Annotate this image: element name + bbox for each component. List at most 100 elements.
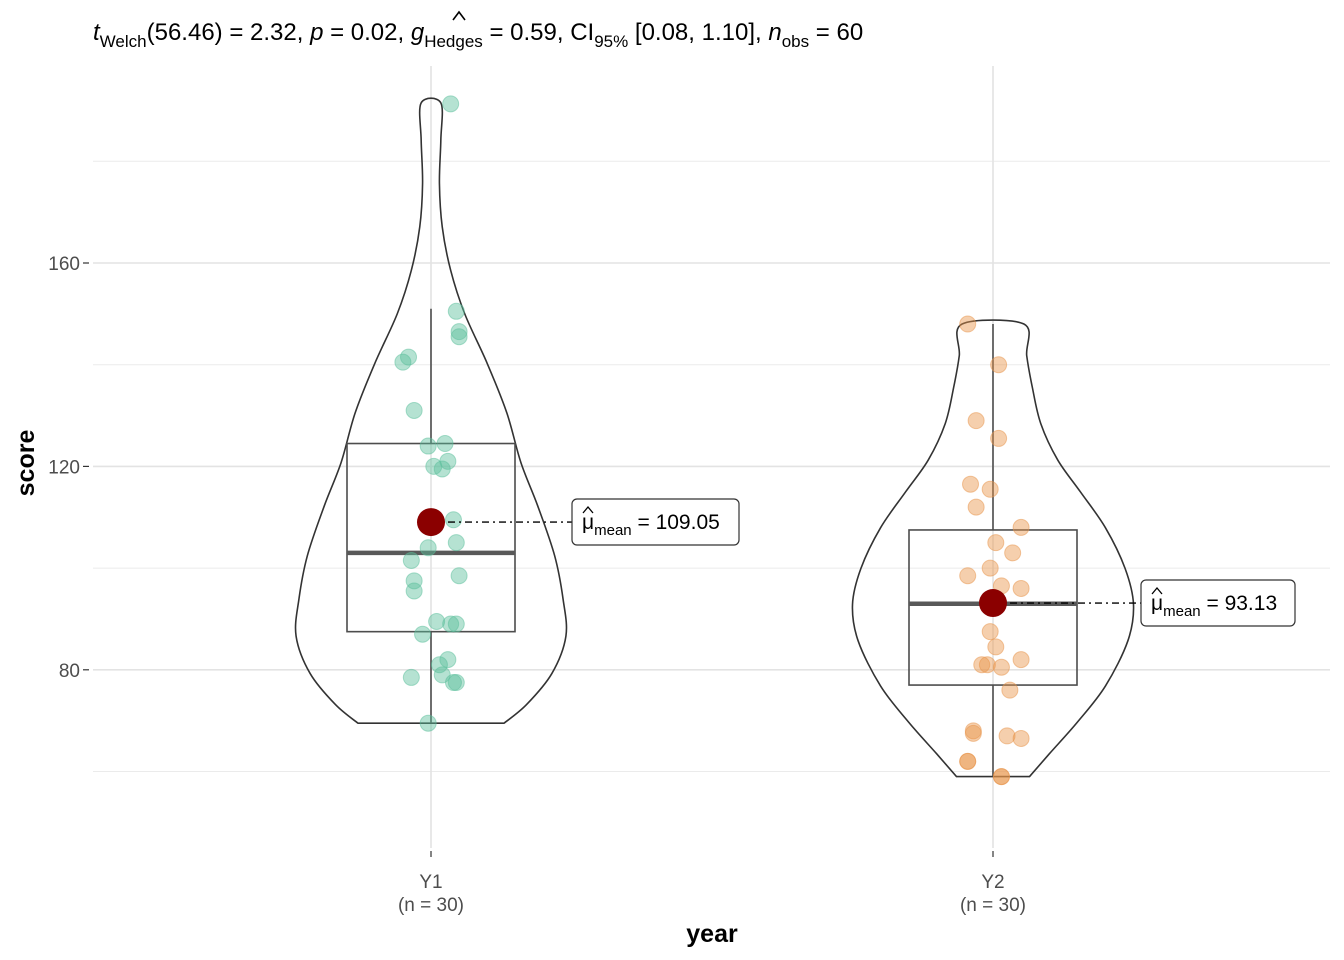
data-point [444, 511, 462, 529]
data-point [973, 656, 991, 674]
data-point [981, 559, 999, 577]
data-point [1012, 651, 1030, 669]
ci-subscript: 95% [594, 32, 628, 51]
mean-subscript: mean [1163, 603, 1201, 620]
chart-subtitle: tWelch(56.46) = 2.32, p = 0.02, gHedges … [93, 19, 863, 51]
data-point [442, 95, 460, 113]
data-point [447, 302, 465, 320]
x-tick-label: Y1 [419, 872, 442, 893]
boxplots [346, 308, 1078, 777]
data-point [419, 539, 437, 557]
t-subscript: Welch [100, 32, 147, 51]
data-point [978, 656, 996, 674]
p-value: = 0.02, [323, 19, 410, 46]
mean-value: = 93.13 [1201, 592, 1277, 615]
data-point [967, 498, 985, 516]
data-point [967, 412, 985, 430]
data-point [402, 668, 420, 686]
g-hat-icon [452, 10, 466, 21]
mu-symbol: μ [582, 511, 594, 534]
data-point [990, 429, 1008, 447]
data-point [1012, 579, 1030, 597]
data-point [439, 651, 457, 669]
mean-label-box [571, 498, 740, 546]
data-point [450, 323, 468, 341]
data-point [430, 656, 448, 674]
data-point [442, 615, 460, 633]
data-point [962, 475, 980, 493]
box-y1 [346, 442, 516, 633]
data-point [394, 353, 412, 371]
n-symbol: n [768, 19, 781, 46]
data-points [394, 95, 1030, 786]
n-value: = 60 [809, 19, 863, 46]
mean-label-box [1140, 579, 1296, 627]
mean-point-y2 [979, 589, 1007, 618]
mean-label: μmean = 109.05 [582, 511, 720, 539]
x-tick-sublabel: (n = 30) [398, 895, 464, 916]
data-point [414, 625, 432, 643]
data-point [959, 567, 977, 585]
data-point [998, 727, 1016, 745]
data-point [992, 658, 1010, 676]
data-point [1004, 544, 1022, 562]
t-value: = 2.32, [223, 19, 310, 46]
y-tick-label: 80 [59, 661, 80, 682]
mu-hat-icon [1151, 586, 1163, 595]
p-symbol: p [309, 19, 323, 46]
mean-point-y1 [417, 508, 445, 537]
violins [294, 97, 1135, 778]
data-point [419, 437, 437, 455]
data-point [981, 480, 999, 498]
data-point [447, 615, 465, 633]
data-point [992, 768, 1010, 786]
y-tick-labels: 80 120 160 [48, 254, 89, 682]
data-point [981, 623, 999, 641]
data-point [405, 582, 423, 600]
x-axis-title: year [686, 920, 738, 948]
violin-y1 [294, 97, 568, 724]
data-point [405, 401, 423, 419]
data-point [444, 674, 462, 692]
data-point [450, 328, 468, 346]
data-point [447, 534, 465, 552]
data-point [436, 435, 454, 453]
data-point [959, 315, 977, 333]
y-tick-label: 160 [48, 254, 80, 275]
x-tick-labels: Y1(n = 30)Y2(n = 30) [398, 851, 1026, 916]
data-point [987, 534, 1005, 552]
data-point [402, 551, 420, 569]
y-axis-title: score [12, 430, 40, 497]
g-symbol: g [411, 19, 425, 46]
data-point [1001, 681, 1019, 699]
y-tick-label: 120 [48, 457, 80, 478]
mean-value: = 109.05 [632, 511, 720, 534]
df-value: (56.46) [147, 19, 223, 46]
mean-label: μmean = 93.13 [1151, 592, 1277, 620]
data-point [450, 567, 468, 585]
data-point [1012, 729, 1030, 747]
data-point [1012, 518, 1030, 536]
data-point [959, 752, 977, 770]
g-value: = 0.59, CI [483, 19, 594, 46]
mean-subscript: mean [594, 522, 632, 539]
data-point [428, 612, 446, 630]
n-subscript: obs [782, 32, 809, 51]
data-point [419, 714, 437, 732]
data-point [405, 572, 423, 590]
violin-y2 [851, 319, 1135, 778]
grid [93, 66, 1330, 848]
x-tick-sublabel: (n = 30) [960, 895, 1026, 916]
ci-value: [0.08, 1.10], [628, 19, 768, 46]
data-point [990, 356, 1008, 374]
data-point [433, 460, 451, 478]
box-y2 [908, 529, 1078, 686]
g-subscript: Hedges [424, 32, 483, 51]
mu-hat-icon [582, 505, 594, 514]
t-symbol: t [93, 19, 101, 46]
data-point [964, 724, 982, 742]
data-point [987, 638, 1005, 656]
mu-symbol: μ [1151, 592, 1163, 615]
